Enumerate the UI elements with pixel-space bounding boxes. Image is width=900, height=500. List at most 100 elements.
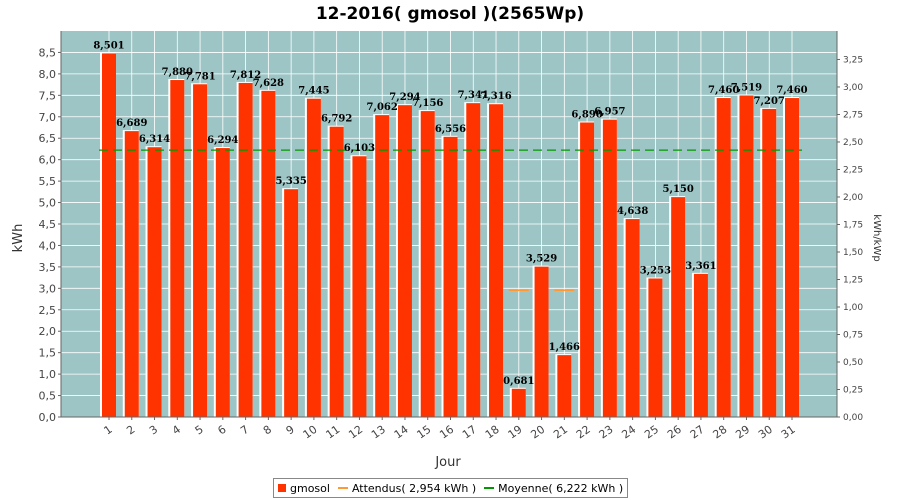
y2-tick-label: 2,75 <box>843 110 863 120</box>
x-tick-label: 23 <box>597 423 616 442</box>
y2-tick-label: 3,00 <box>843 83 863 93</box>
data-label: 6,556 <box>435 124 466 135</box>
x-tick-label: 21 <box>551 423 570 442</box>
data-label: 4,638 <box>617 206 648 217</box>
x-tick-label: 16 <box>437 423 456 442</box>
data-label: 5,335 <box>275 176 306 187</box>
x-tick-label: 18 <box>483 423 502 442</box>
x-tick-label: 5 <box>193 423 206 438</box>
data-label: 3,529 <box>526 254 557 265</box>
y-tick-label: 6,0 <box>39 154 57 167</box>
data-label: 7,880 <box>162 67 193 78</box>
reference-lines <box>99 149 802 292</box>
y2-tick-label: 1,25 <box>843 275 863 285</box>
x-tick-label: 30 <box>756 423 775 442</box>
x-tick-label: 15 <box>415 423 434 442</box>
y2-tick-label: 3,25 <box>843 55 863 65</box>
bar <box>375 115 390 418</box>
bar <box>124 131 139 418</box>
x-tick-label: 25 <box>642 423 661 442</box>
data-label: 7,062 <box>367 102 398 113</box>
y-tick-label: 5,5 <box>39 175 57 188</box>
y2-tick-label: 2,50 <box>843 138 863 148</box>
x-tick-label: 17 <box>460 423 479 442</box>
x-tick-label: 1 <box>102 423 115 438</box>
x-tick-label: 14 <box>392 423 411 442</box>
y-tick-label: 7,5 <box>39 89 57 102</box>
y2-tick-label: 1,75 <box>843 220 863 230</box>
data-label: 6,792 <box>321 114 352 125</box>
legend-swatch-average <box>484 487 495 489</box>
data-label: 3,253 <box>640 265 671 276</box>
data-label: 6,957 <box>594 107 625 118</box>
x-tick-label: 6 <box>215 423 228 438</box>
bar <box>215 148 230 418</box>
x-tick-label: 20 <box>528 423 547 442</box>
bar <box>739 95 754 418</box>
data-label: 7,316 <box>480 91 511 102</box>
y-tick-label: 3,5 <box>39 261 57 274</box>
data-label: 8,501 <box>93 40 124 51</box>
y-tick-label: 4,5 <box>39 218 57 231</box>
data-label: 7,781 <box>184 71 215 82</box>
x-tick-label: 12 <box>346 423 365 442</box>
legend-swatch-gmosol <box>278 484 286 492</box>
bar <box>238 82 253 418</box>
bar <box>193 84 208 417</box>
bar <box>170 80 185 417</box>
y2-tick-label: 1,50 <box>843 248 863 258</box>
x-tick-label: 3 <box>147 423 160 438</box>
data-label: 7,156 <box>412 98 443 109</box>
legend-label-expected: Attendus( 2,954 kWh ) <box>351 481 477 495</box>
bar <box>716 98 731 417</box>
bar <box>352 156 367 417</box>
data-label: 6,689 <box>116 118 147 129</box>
x-tick-label: 26 <box>665 423 684 442</box>
y-tick-label: 8,0 <box>39 68 57 81</box>
y2-tick-label: 0,25 <box>843 385 863 395</box>
legend-item-average: Moyenne( 6,222 kWh ) <box>484 482 623 495</box>
bar <box>625 219 640 417</box>
bar <box>397 105 412 417</box>
legend: gmosol Attendus( 2,954 kWh ) Moyenne( 6,… <box>273 478 629 498</box>
x-tick-label: 22 <box>574 423 593 442</box>
data-label: 6,103 <box>344 143 375 154</box>
bar <box>557 355 572 417</box>
bar <box>648 278 663 417</box>
y-tick-label: 1,5 <box>39 347 57 360</box>
x-axis-label: Jour <box>434 455 461 470</box>
x-tick-label: 27 <box>688 423 707 442</box>
bar <box>147 147 162 417</box>
y-tick-label: 2,5 <box>39 304 57 317</box>
x-tick-label: 28 <box>710 423 729 442</box>
legend-item-gmosol: gmosol <box>278 482 330 495</box>
y-axis-label: kWh <box>11 224 26 253</box>
bar <box>602 119 617 417</box>
data-label: 1,466 <box>549 342 580 353</box>
x-tick-label: 4 <box>170 423 183 438</box>
y-tick-label: 0,0 <box>39 411 57 424</box>
x-tick-label: 24 <box>619 423 638 442</box>
x-tick-label: 29 <box>733 423 752 442</box>
bar <box>580 122 595 418</box>
bar <box>466 103 481 418</box>
bar <box>420 111 435 418</box>
y-tick-label: 7,0 <box>39 111 57 124</box>
bar <box>489 104 504 418</box>
bar <box>671 197 686 417</box>
data-label: 7,341 <box>458 90 489 101</box>
x-tick-label: 8 <box>261 423 274 438</box>
data-label: 7,812 <box>230 70 261 81</box>
y-tick-label: 2,0 <box>39 325 57 338</box>
y2-tick-label: 0,75 <box>843 330 863 340</box>
data-label: 3,361 <box>685 261 716 272</box>
y-tick-label: 3,0 <box>39 282 57 295</box>
y-tick-label: 4,0 <box>39 239 57 252</box>
bar <box>443 136 458 418</box>
bar <box>329 126 344 417</box>
x-tick-label: 31 <box>779 423 798 442</box>
y-tick-label: 5,0 <box>39 197 57 210</box>
y-tick-label: 0,5 <box>39 390 57 403</box>
